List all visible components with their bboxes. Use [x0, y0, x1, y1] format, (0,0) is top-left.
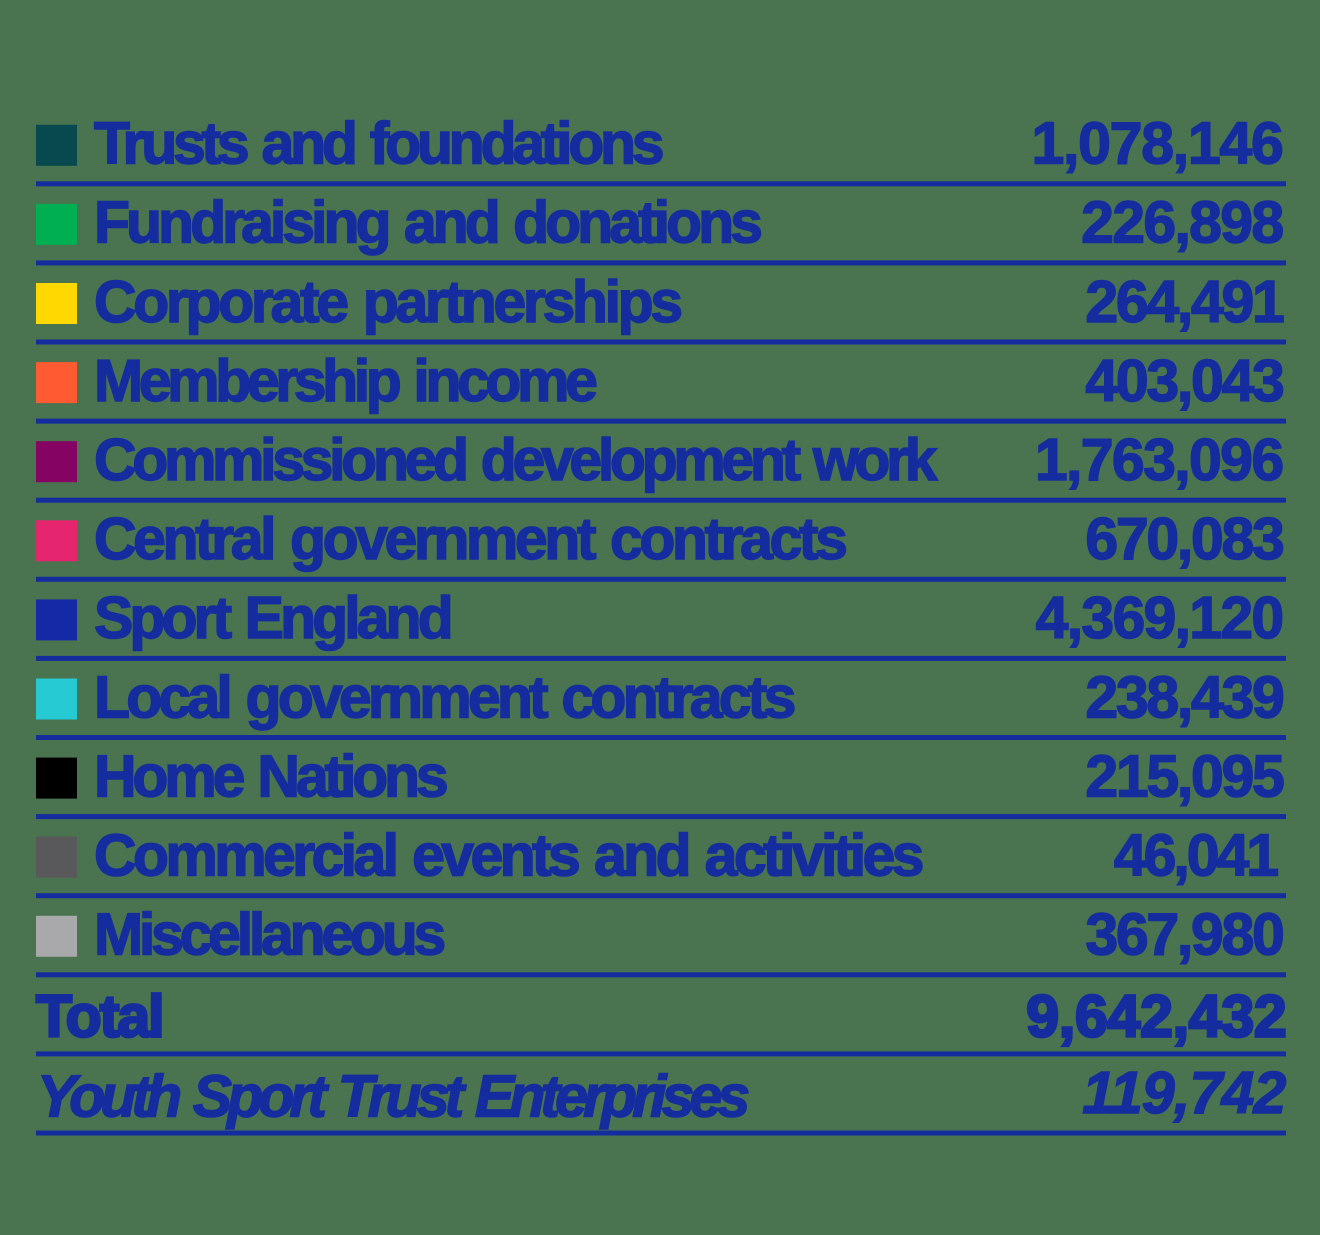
svg-text:Sport England: Sport England: [94, 585, 451, 651]
svg-text:Trusts and foundations: Trusts and foundations: [94, 111, 663, 177]
svg-text:119,742: 119,742: [1082, 1060, 1286, 1126]
svg-text:46,041: 46,041: [1114, 823, 1278, 889]
svg-text:367,980: 367,980: [1085, 902, 1283, 968]
svg-text:Membership income: Membership income: [94, 348, 596, 414]
svg-text:Miscellaneous: Miscellaneous: [94, 902, 445, 968]
svg-text:226,898: 226,898: [1081, 190, 1282, 256]
svg-text:Youth Sport Trust Enterprises: Youth Sport Trust Enterprises: [37, 1064, 748, 1130]
svg-text:Local government contracts: Local government contracts: [94, 664, 795, 730]
svg-text:215,095: 215,095: [1085, 743, 1284, 809]
svg-text:1,763,096: 1,763,096: [1035, 427, 1283, 493]
svg-text:1,078,146: 1,078,146: [1031, 111, 1282, 177]
svg-text:4,369,120: 4,369,120: [1036, 585, 1283, 651]
svg-text:9,642,432: 9,642,432: [1026, 983, 1286, 1049]
svg-text:Total: Total: [36, 983, 163, 1049]
svg-text:670,083: 670,083: [1085, 506, 1283, 572]
svg-text:Corporate partnerships: Corporate partnerships: [94, 269, 681, 335]
svg-text:Fundraising and donations: Fundraising and donations: [94, 190, 761, 256]
svg-text:Commissioned development work: Commissioned development work: [94, 427, 938, 493]
svg-text:264,491: 264,491: [1085, 269, 1284, 335]
svg-text:Commercial events and activiti: Commercial events and activities: [94, 823, 923, 889]
svg-text:403,043: 403,043: [1085, 348, 1283, 414]
svg-text:238,439: 238,439: [1085, 664, 1283, 730]
svg-text:Home Nations: Home Nations: [94, 743, 447, 809]
svg-text:Central government contracts: Central government contracts: [94, 506, 846, 572]
